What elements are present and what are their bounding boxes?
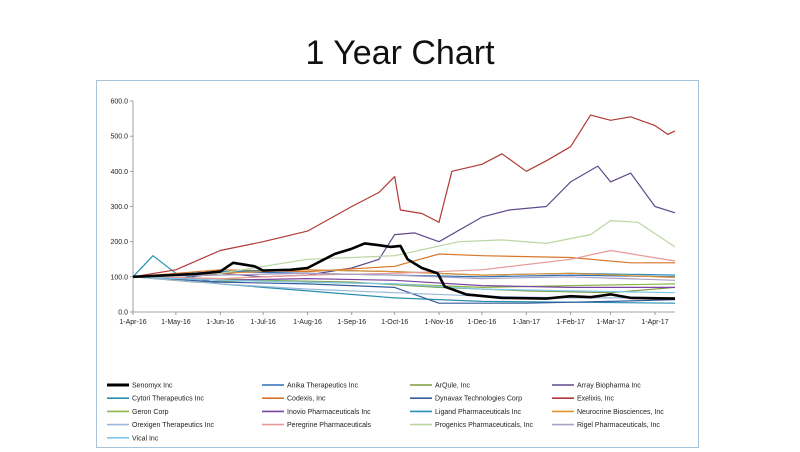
series-line-vical-inc — [132, 276, 676, 294]
page-title: 1 Year Chart — [305, 34, 495, 72]
legend: Senomyx Inc Anika Therapeutics Inc ArQule,… — [107, 383, 664, 442]
y-tick-label: 500.0 — [110, 134, 128, 141]
legend-label: Inovio Pharmaceuticals Inc — [287, 409, 371, 416]
series-line-cytori-therapeutics-inc — [132, 255, 676, 304]
legend-label: Exelixis, Inc — [577, 396, 614, 403]
x-tick-label: 1-Apr-16 — [119, 319, 146, 326]
legend-label: Dynavax Technologies Corp — [435, 396, 522, 403]
legend-label: Senomyx Inc — [132, 383, 173, 390]
series-lines — [132, 114, 676, 304]
legend-label: Cytori Therapeutics Inc — [132, 396, 204, 403]
y-tick-label: 600.0 — [110, 99, 128, 106]
x-tick-label: 1-Jul-16 — [250, 319, 275, 326]
x-tick-label: 1-Dec-16 — [468, 319, 497, 326]
series-line-peregrine-pharmaceuticals — [132, 249, 676, 280]
series-line-orexigen-therapeutics-inc — [132, 276, 675, 299]
y-tick-label: 100.0 — [110, 274, 128, 281]
legend-label: Progenics Pharmaceuticals, Inc — [435, 422, 534, 429]
y-tick-label: 300.0 — [110, 204, 128, 211]
x-tick-label: 1-Feb-17 — [556, 319, 585, 326]
legend-label: Ligand Pharmaceuticals Inc — [435, 409, 521, 416]
series-line-array-biopharma-inc — [132, 165, 676, 280]
y-tick-label: 200.0 — [110, 239, 128, 246]
x-tick-label: 1-Oct-16 — [381, 319, 408, 326]
series-line-progenics-pharmaceuticals-inc — [132, 220, 676, 278]
legend-label: Anika Therapeutics Inc — [287, 383, 359, 390]
x-tick-label: 1-Apr-17 — [641, 319, 668, 326]
x-tick-label: 1-May-16 — [161, 319, 191, 326]
legend-label: Orexigen Therapeutics Inc — [132, 422, 214, 429]
legend-label: Geron Corp — [132, 409, 169, 416]
axes: 0.0 100.0 200.0 300.0 400.0 500.0 600.0 1-Apr-1… — [110, 99, 675, 326]
x-tick-label: 1-Mar-17 — [596, 319, 625, 326]
legend-label: Vical Inc — [132, 435, 159, 442]
legend-label: Rigel Pharmaceuticals, Inc — [577, 422, 660, 429]
legend-label: Neurocrine Biosciences, Inc — [577, 409, 664, 416]
series-line-senomyx-inc — [132, 242, 676, 300]
legend-label: Codexis, Inc — [287, 396, 326, 403]
y-tick-label: 400.0 — [110, 169, 128, 176]
legend-label: Array Biopharma Inc — [577, 383, 641, 390]
x-tick-label: 1-Jun-16 — [206, 319, 234, 326]
series-line-rigel-pharmaceuticals-inc — [132, 272, 676, 281]
x-tick-label: 1-Aug-16 — [293, 319, 322, 326]
series-line-exelixis-inc — [132, 114, 676, 278]
x-tick-label: 1-Nov-16 — [425, 319, 454, 326]
line-chart: 0.0 100.0 200.0 300.0 400.0 500.0 600.0 1-Apr-1… — [107, 99, 676, 442]
chart-frame: 0.0 100.0 200.0 300.0 400.0 500.0 600.0 1-Apr-1… — [96, 80, 699, 448]
x-tick-label: 1-Sep-16 — [337, 319, 366, 326]
x-tick-label: 1-Jan-17 — [512, 319, 540, 326]
legend-label: Peregrine Pharmaceuticals — [287, 422, 372, 429]
y-tick-label: 0.0 — [118, 310, 128, 317]
legend-label: ArQule, Inc — [435, 383, 471, 390]
series-line-dynavax-technologies-corp — [132, 276, 676, 304]
